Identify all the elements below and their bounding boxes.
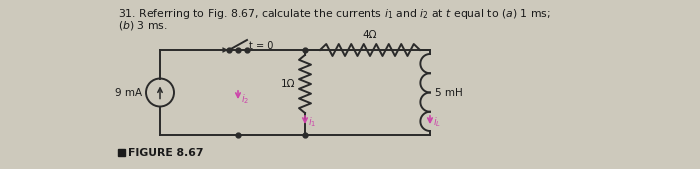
Text: 1Ω: 1Ω [281,79,295,89]
Text: 5 mH: 5 mH [435,88,463,98]
Text: $i_L$: $i_L$ [433,115,441,129]
Text: $i_2$: $i_2$ [241,92,249,106]
Text: 9 mA: 9 mA [115,88,142,98]
Bar [118,149,125,156]
Text: $i_1$: $i_1$ [308,115,316,129]
Text: t = 0: t = 0 [249,41,274,51]
Text: $(b)$ 3 ms.: $(b)$ 3 ms. [118,19,168,32]
Text: 4Ω: 4Ω [363,30,377,40]
Text: 31. Referring to Fig. 8.67, calculate the currents $i_1$ and $i_2$ at $t$ equal : 31. Referring to Fig. 8.67, calculate th… [118,7,551,21]
Text: FIGURE 8.67: FIGURE 8.67 [128,148,204,158]
